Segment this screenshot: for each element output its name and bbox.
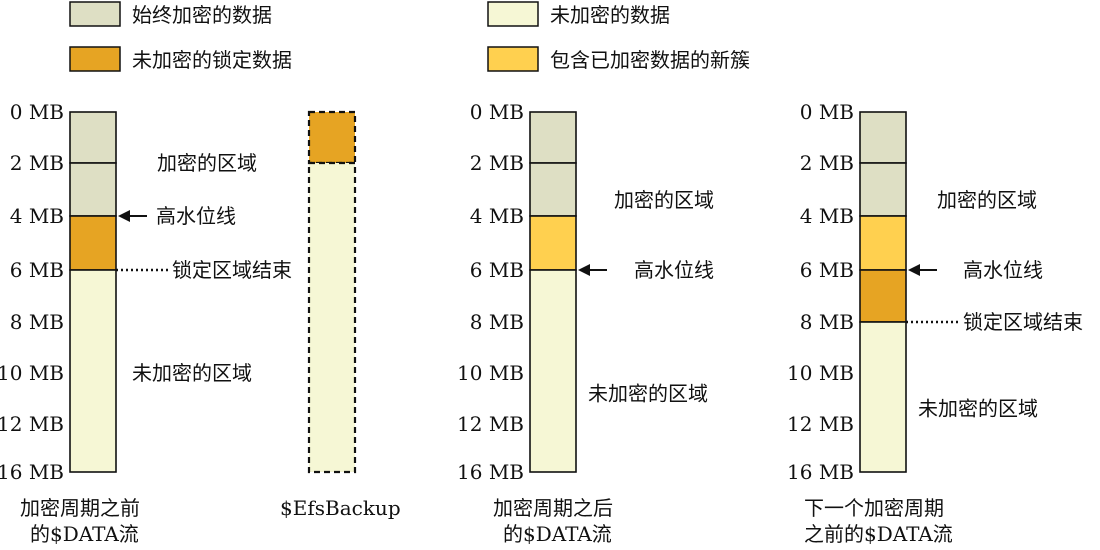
- bar-segment-always-encrypted: [69, 111, 117, 164]
- legend-label-new-cluster: 包含已加密数据的新簇: [550, 48, 750, 72]
- tick-label: 2 MB: [470, 151, 524, 175]
- column-caption-line-1: 加密周期之前: [20, 496, 140, 520]
- tick-label: 16 MB: [0, 460, 64, 484]
- tick-label: 2 MB: [800, 151, 854, 175]
- bar-segment-always-encrypted: [529, 162, 577, 217]
- lock-region-end-label: 锁定区域结束: [172, 258, 292, 282]
- region-label: 加密的区域: [614, 188, 714, 212]
- tick-label: 4 MB: [470, 204, 524, 228]
- tick-label: 12 MB: [0, 412, 64, 436]
- bar-segment-always-encrypted: [859, 111, 907, 164]
- columns: 0 MB 2 MB 4 MB 6 MB 8 MB 10 MB 12 MB 16 MB 加密的区域…: [0, 100, 1083, 546]
- legend-item-locked-unencrypted: 未加密的锁定数据: [69, 46, 292, 72]
- legend-swatch-locked-unencrypted: [69, 46, 121, 72]
- legend-swatch-always-encrypted: [69, 1, 121, 27]
- region-label: 加密的区域: [157, 151, 257, 175]
- column-2: $EfsBackup: [280, 110, 401, 520]
- legend-item-new-cluster: 包含已加密数据的新簇: [487, 46, 750, 72]
- tick-label: 12 MB: [787, 412, 854, 436]
- bar-segment-unencrypted: [69, 269, 117, 473]
- legend-label-unencrypted: 未加密的数据: [550, 3, 670, 27]
- bar-segment-always-encrypted: [529, 111, 577, 164]
- arrow-head-icon: [908, 264, 920, 276]
- tick-label: 10 MB: [787, 361, 854, 385]
- tick-label: 0 MB: [470, 100, 524, 124]
- tick-label: 8 MB: [10, 310, 64, 334]
- bar-segment-new-cluster: [859, 215, 907, 271]
- tick-label: 6 MB: [470, 258, 524, 282]
- column-caption-line-1: 下一个加密周期: [804, 496, 944, 520]
- region-label: 未加密的区域: [132, 361, 252, 385]
- column-caption-line-1: $EfsBackup: [280, 496, 401, 520]
- bar-segment-locked-unencrypted: [859, 269, 907, 323]
- tick-label: 10 MB: [457, 361, 524, 385]
- legend-label-always-encrypted: 始终加密的数据: [132, 3, 272, 27]
- tick-label: 6 MB: [10, 258, 64, 282]
- column-caption-line-1: 加密周期之后: [493, 496, 613, 520]
- column-caption-line-2: 的$DATA流: [503, 522, 612, 546]
- tick-label: 12 MB: [457, 412, 524, 436]
- region-label: 未加密的区域: [918, 397, 1038, 421]
- tick-label: 16 MB: [457, 460, 524, 484]
- arrow-head-icon: [578, 264, 590, 276]
- tick-label: 0 MB: [800, 100, 854, 124]
- tick-label: 16 MB: [787, 460, 854, 484]
- bar-segment-always-encrypted: [859, 162, 907, 217]
- tick-label: 6 MB: [800, 258, 854, 282]
- region-label: 未加密的区域: [588, 381, 708, 405]
- region-label: 加密的区域: [937, 188, 1037, 212]
- high-water-mark-label: 高水位线: [634, 258, 714, 282]
- arrow-head-icon: [118, 210, 130, 222]
- bar-segment-unencrypted: [529, 269, 577, 473]
- column-4: 0 MB 2 MB 4 MB 6 MB 8 MB 10 MB 12 MB 16 MB 加密的区域…: [787, 100, 1083, 546]
- high-water-mark-label: 高水位线: [156, 204, 236, 228]
- tick-label: 8 MB: [470, 310, 524, 334]
- legend-item-unencrypted: 未加密的数据: [487, 1, 670, 27]
- tick-label: 4 MB: [800, 204, 854, 228]
- bar-segment-unencrypted: [307, 161, 357, 474]
- bar-segment-unencrypted: [859, 321, 907, 473]
- bar-segment-always-encrypted: [69, 162, 117, 217]
- column-caption-line-2: 之前的$DATA流: [804, 522, 953, 546]
- column-caption-line-2: 的$DATA流: [30, 522, 139, 546]
- tick-label: 2 MB: [10, 151, 64, 175]
- legend-swatch-unencrypted: [487, 1, 539, 27]
- legend: 始终加密的数据 未加密的数据 未加密的锁定数据 包含已加密数据的新簇: [69, 1, 750, 72]
- column-1: 0 MB 2 MB 4 MB 6 MB 8 MB 10 MB 12 MB 16 MB 加密的区域…: [0, 100, 292, 546]
- lock-region-end-label: 锁定区域结束: [963, 310, 1083, 334]
- tick-label: 4 MB: [10, 204, 64, 228]
- bar-segment-locked-unencrypted: [307, 110, 357, 165]
- tick-label: 8 MB: [800, 310, 854, 334]
- column-3: 0 MB 2 MB 4 MB 6 MB 8 MB 10 MB 12 MB 16 MB 加密的区域…: [457, 100, 714, 546]
- legend-label-locked-unencrypted: 未加密的锁定数据: [132, 48, 292, 72]
- legend-item-always-encrypted: 始终加密的数据: [69, 1, 272, 27]
- bar-segment-new-cluster: [529, 215, 577, 271]
- bar-segment-locked-unencrypted: [69, 215, 117, 271]
- high-water-mark-label: 高水位线: [963, 258, 1043, 282]
- tick-label: 0 MB: [10, 100, 64, 124]
- tick-label: 10 MB: [0, 361, 64, 385]
- legend-swatch-new-cluster: [487, 46, 539, 72]
